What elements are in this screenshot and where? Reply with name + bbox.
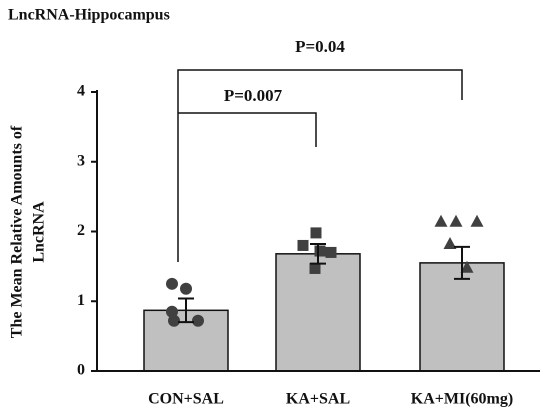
point xyxy=(309,262,321,274)
y-tick-label: 0 xyxy=(77,362,85,379)
y-axis-label: LncRNA xyxy=(31,201,48,263)
chart-title: LncRNA-Hippocampus xyxy=(8,7,170,24)
annotation: P=0.007 xyxy=(224,86,283,105)
error-bar xyxy=(310,243,326,265)
point xyxy=(310,227,322,239)
y-tick-label: 3 xyxy=(77,152,85,169)
point xyxy=(314,245,326,257)
point xyxy=(297,239,309,251)
x-tick-label: KA+MI(60mg) xyxy=(411,391,513,408)
point xyxy=(470,214,484,227)
point xyxy=(192,314,204,327)
error-bar xyxy=(178,297,194,324)
x-tick-label: KA+SAL xyxy=(286,391,350,408)
error-bar xyxy=(454,245,470,280)
point xyxy=(449,214,463,227)
point xyxy=(166,277,178,290)
x-tick-label: CON+SAL xyxy=(148,391,224,408)
point xyxy=(443,237,457,250)
point xyxy=(434,214,448,227)
y-tick-label: 1 xyxy=(77,292,85,309)
point xyxy=(168,314,180,327)
y-axis-label: The Mean Relative Amounts of xyxy=(9,125,26,338)
point xyxy=(325,246,337,258)
significance-bracket xyxy=(178,112,317,147)
point xyxy=(460,260,474,273)
significance-bracket xyxy=(177,69,463,262)
y-tick-label: 2 xyxy=(77,222,85,239)
point xyxy=(180,282,192,295)
y-tick-label: 4 xyxy=(77,83,85,100)
point xyxy=(166,305,178,318)
annotation: P=0.04 xyxy=(295,37,345,56)
